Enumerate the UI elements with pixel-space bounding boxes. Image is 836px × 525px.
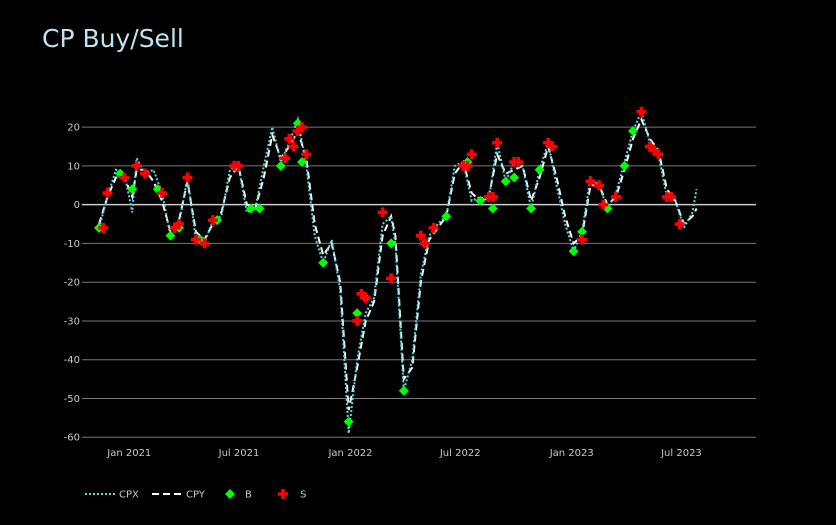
buy-marker bbox=[127, 184, 138, 195]
sell-marker bbox=[415, 230, 426, 241]
sell-marker bbox=[547, 141, 558, 152]
x-tick-label: Jan 2021 bbox=[106, 448, 151, 459]
legend-swatch-buy bbox=[225, 489, 235, 499]
sell-marker bbox=[666, 191, 677, 202]
sell-marker bbox=[288, 141, 299, 152]
buy-marker bbox=[577, 226, 588, 237]
legend-label-buy: B bbox=[245, 490, 252, 501]
x-tick-label: Jan 2022 bbox=[327, 448, 372, 459]
sell-marker bbox=[377, 207, 388, 218]
grid-layer bbox=[82, 126, 756, 438]
sell-marker bbox=[649, 145, 660, 156]
x-tick-label: Jan 2023 bbox=[549, 448, 594, 459]
sell-marker bbox=[386, 273, 397, 284]
sell-marker bbox=[492, 137, 503, 148]
sell-marker bbox=[653, 149, 664, 160]
x-tick-label: Jul 2022 bbox=[439, 448, 481, 459]
legend-label-cpy: CPY bbox=[186, 490, 206, 501]
sell-marker bbox=[280, 153, 291, 164]
y-tick-label: -10 bbox=[64, 239, 80, 250]
buy-marker bbox=[165, 230, 176, 241]
sell-marker bbox=[284, 133, 295, 144]
markers bbox=[93, 106, 685, 427]
sell-marker bbox=[352, 315, 363, 326]
chart-title: CP Buy/Sell bbox=[42, 24, 184, 53]
sell-marker bbox=[140, 168, 151, 179]
sell-marker bbox=[420, 238, 431, 249]
buy-marker bbox=[534, 164, 545, 175]
sell-marker bbox=[157, 188, 168, 199]
sell-marker bbox=[577, 234, 588, 245]
y-tick-label: -30 bbox=[64, 316, 80, 327]
sell-marker bbox=[182, 172, 193, 183]
buy-marker bbox=[398, 385, 409, 396]
series-line-cpy bbox=[98, 116, 698, 411]
buy-marker bbox=[275, 160, 286, 171]
sell-marker bbox=[513, 157, 524, 168]
sell-marker bbox=[644, 141, 655, 152]
y-tick-label: -20 bbox=[64, 278, 80, 289]
sell-marker bbox=[543, 137, 554, 148]
buy-marker bbox=[526, 203, 537, 214]
y-tick-label: -60 bbox=[64, 433, 80, 444]
sell-marker bbox=[119, 172, 130, 183]
sell-marker bbox=[636, 106, 647, 117]
buy-marker bbox=[475, 195, 486, 206]
x-axis-ticks: Jan 2021 Jul 2021 Jan 2022 Jul 2022 Jan 2023… bbox=[106, 448, 702, 459]
buy-marker bbox=[487, 203, 498, 214]
legend-label-cpx: CPX bbox=[119, 490, 139, 501]
buy-marker bbox=[568, 246, 579, 257]
x-tick-label: Jul 2023 bbox=[660, 448, 702, 459]
sell-marker bbox=[466, 149, 477, 160]
legend-label-sell: S bbox=[300, 490, 306, 501]
buy-marker bbox=[352, 308, 363, 319]
sell-marker bbox=[199, 238, 210, 249]
sell-marker bbox=[173, 219, 184, 230]
sell-marker bbox=[428, 222, 439, 233]
sell-marker bbox=[169, 222, 180, 233]
y-tick-label: -40 bbox=[64, 355, 80, 366]
sell-marker bbox=[610, 191, 621, 202]
buy-marker bbox=[509, 172, 520, 183]
sell-marker bbox=[233, 160, 244, 171]
buy-marker bbox=[297, 157, 308, 168]
sell-marker bbox=[98, 222, 109, 233]
series-lines bbox=[98, 108, 698, 434]
sell-marker bbox=[594, 180, 605, 191]
legend-swatch-sell bbox=[278, 489, 288, 499]
y-tick-label: -50 bbox=[64, 394, 80, 405]
sell-marker bbox=[207, 215, 218, 226]
sell-marker bbox=[190, 234, 201, 245]
sell-marker bbox=[585, 176, 596, 187]
buy-marker bbox=[627, 126, 638, 137]
sell-marker bbox=[598, 199, 609, 210]
buy-marker bbox=[318, 257, 329, 268]
sell-marker bbox=[301, 149, 312, 160]
buy-marker bbox=[254, 203, 265, 214]
buy-marker bbox=[619, 160, 630, 171]
sell-marker bbox=[356, 288, 367, 299]
sell-marker bbox=[297, 122, 308, 133]
y-axis-ticks: -60 -50 -40 -30 -20 -10 0 10 20 bbox=[64, 123, 80, 444]
y-tick-label: 0 bbox=[74, 200, 80, 211]
sell-marker bbox=[462, 160, 473, 171]
y-tick-label: 20 bbox=[67, 123, 80, 134]
sell-marker bbox=[292, 126, 303, 137]
legend: CPX CPY B S bbox=[85, 489, 306, 501]
sell-marker bbox=[674, 219, 685, 230]
sell-marker bbox=[360, 292, 371, 303]
sell-marker bbox=[102, 188, 113, 199]
sell-marker bbox=[487, 191, 498, 202]
y-tick-label: 10 bbox=[67, 161, 80, 172]
buy-marker bbox=[343, 416, 354, 427]
x-tick-label: Jul 2021 bbox=[218, 448, 260, 459]
buy-marker bbox=[441, 211, 452, 222]
buy-marker bbox=[386, 238, 397, 249]
buy-marker bbox=[246, 203, 257, 214]
buy-marker bbox=[500, 176, 511, 187]
sell-marker bbox=[131, 160, 142, 171]
